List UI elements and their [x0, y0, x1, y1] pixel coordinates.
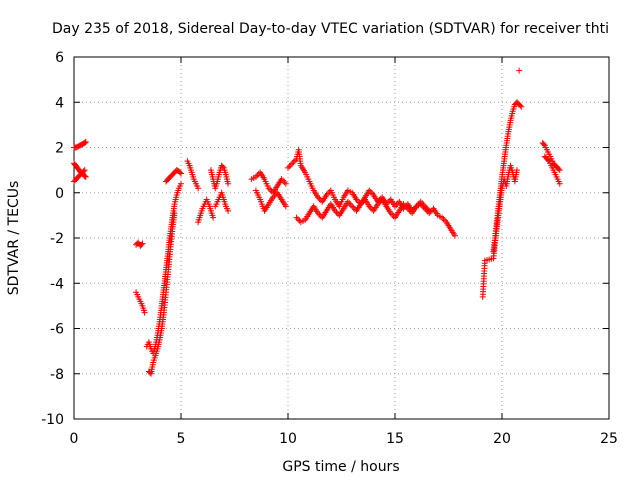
- y-tick-label: 2: [55, 141, 64, 157]
- data-point: [219, 163, 226, 170]
- data-point: [347, 201, 354, 208]
- data-point: [82, 173, 89, 180]
- data-point: [285, 164, 291, 171]
- data-point: [82, 138, 89, 145]
- y-tick-label: -10: [41, 412, 64, 428]
- data-point: [281, 179, 288, 186]
- data-point: [518, 103, 525, 110]
- y-axis: -10 -8 -6 -4 -2 0 2 4 6: [41, 50, 609, 428]
- data-point: [451, 232, 458, 239]
- chart-title: Day 235 of 2018, Sidereal Day-to-day VTE…: [52, 21, 609, 37]
- data-point: [293, 214, 300, 221]
- y-tick-label: -8: [50, 367, 64, 383]
- y-tick-label: -4: [50, 276, 64, 292]
- x-tick-label: 10: [279, 431, 297, 447]
- data-point: [349, 203, 356, 210]
- data-point: [138, 241, 145, 248]
- data-point: [171, 210, 178, 217]
- x-axis: 0 5 10 15 20 25: [70, 57, 618, 447]
- data-point: [141, 309, 148, 316]
- data-point: [210, 214, 217, 221]
- data-point: [517, 102, 524, 109]
- data-point: [426, 207, 433, 214]
- data-point: [225, 207, 232, 214]
- data-point: [282, 180, 289, 187]
- x-axis-label: GPS time / hours: [282, 459, 399, 475]
- y-tick-label: 4: [55, 95, 64, 111]
- data-points: [71, 67, 563, 377]
- x-tick-label: 0: [70, 431, 79, 447]
- data-point: [290, 158, 297, 165]
- y-tick-label: -2: [50, 231, 64, 247]
- data-point: [286, 163, 293, 170]
- data-point: [282, 203, 289, 210]
- data-point: [516, 67, 523, 74]
- data-point: [178, 180, 184, 187]
- data-point: [176, 169, 183, 176]
- data-point: [289, 160, 296, 167]
- data-point: [545, 156, 552, 163]
- data-point: [82, 173, 89, 180]
- y-axis-label: SDTVAR / TECUs: [6, 181, 22, 296]
- data-point: [178, 170, 184, 177]
- data-point: [195, 185, 202, 192]
- y-tick-label: -6: [50, 322, 64, 338]
- x-tick-label: 15: [386, 431, 404, 447]
- y-tick-label: 6: [55, 50, 64, 66]
- data-point: [81, 139, 88, 146]
- data-point: [225, 180, 232, 187]
- data-point: [82, 139, 89, 146]
- data-point: [513, 167, 520, 174]
- x-tick-label: 5: [177, 431, 186, 447]
- x-tick-label: 20: [493, 431, 511, 447]
- data-point: [80, 168, 87, 175]
- data-point: [146, 369, 153, 376]
- grid: [74, 57, 609, 419]
- data-point: [81, 167, 88, 174]
- data-point: [556, 167, 563, 174]
- data-point: [556, 180, 563, 187]
- data-point: [440, 216, 447, 223]
- data-point: [287, 161, 294, 168]
- data-point: [139, 240, 146, 247]
- data-point: [540, 141, 547, 148]
- y-tick-label: 0: [55, 186, 64, 202]
- data-point: [555, 165, 562, 172]
- x-tick-label: 25: [600, 431, 618, 447]
